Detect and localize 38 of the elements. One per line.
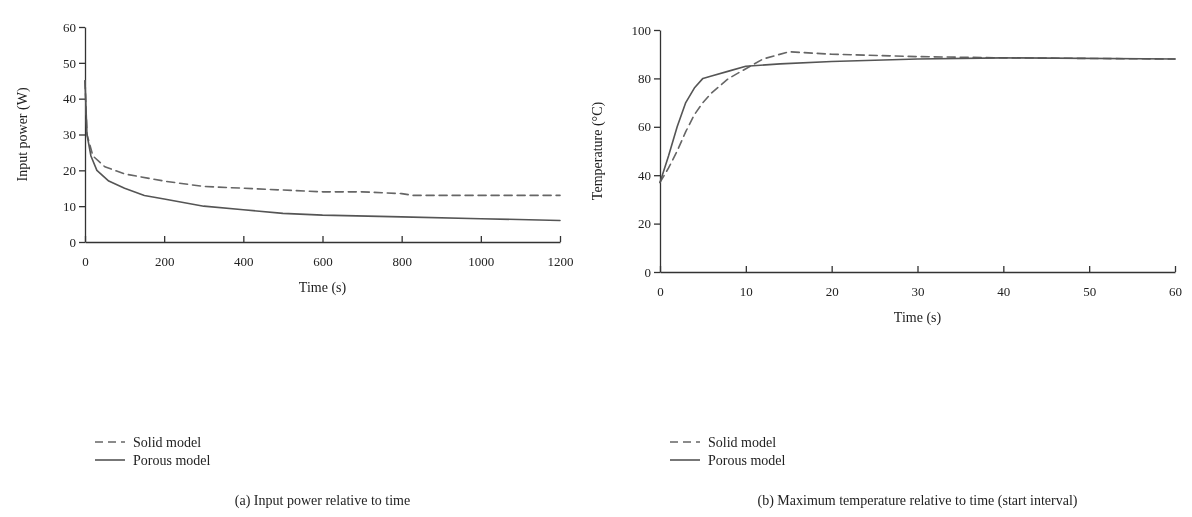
x-tick-label: 20 [825,283,839,299]
x-tick-label: 1200 [547,253,574,269]
line-series [84,79,561,222]
y-tick-label: 60 [63,19,76,35]
text: (a) Input power relative to time [234,493,411,509]
x-tick-label: 1000 [468,253,495,269]
text: (b) Maximum temperature relative to time (start interval) [757,493,1078,509]
y-axis-title: Input power (W) [15,87,31,182]
y-tick-label: 30 [63,127,76,143]
y-tick-label: 40 [638,167,651,183]
x-tick-label: 800 [392,253,412,269]
x-tick-label: 50 [1083,283,1097,299]
x-axis-title: Time (s) [893,310,942,326]
x-tick-label: 400 [234,253,254,269]
x-tick-label: 30 [911,283,925,299]
x-tick-label: 0 [82,253,89,269]
legend-label: Porous model [708,453,786,468]
y-tick-label: 40 [63,91,76,107]
y-tick-label: 80 [638,71,651,87]
x-tick-label: 200 [154,253,175,269]
legend-label: Solid model [708,435,777,450]
x-tick-label: 10 [739,283,753,299]
x-tick-label: 40 [997,283,1011,299]
x-axis-title: Time (s) [298,280,347,296]
y-tick-label: 20 [63,162,76,178]
y-tick-label: 50 [63,55,76,71]
legend-label: Solid model [133,435,202,450]
x-tick-label: 600 [313,253,333,269]
y-tick-label: 10 [63,198,76,214]
x-tick-label: 0 [657,283,664,299]
x-tick-label: 60 [1169,283,1182,299]
y-tick-label: 20 [638,216,651,232]
y-tick-label: 0 [644,264,651,280]
y-tick-label: 100 [631,22,651,38]
y-tick-label: 60 [638,119,651,135]
y-axis-title: Temperature (°C) [590,101,606,201]
y-tick-label: 0 [69,234,76,250]
legend-label: Porous model [133,453,211,468]
